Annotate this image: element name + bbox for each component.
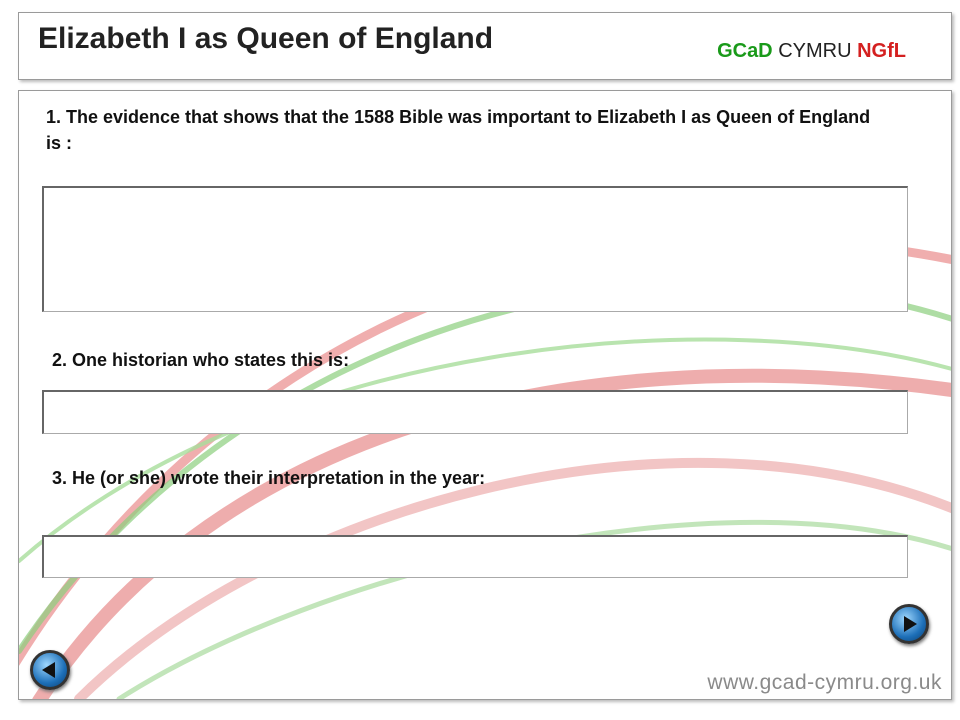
- swoosh: [74, 457, 951, 699]
- header-box: [18, 12, 952, 80]
- logo: GCaD CYMRU NGfL: [717, 40, 906, 63]
- question: 2. One historian who states this is:: [52, 350, 350, 370]
- answer-field[interactable]: [42, 186, 908, 312]
- question: 1. The evidence that shows that the 1588…: [46, 107, 871, 153]
- logo-ngfl: NGfL: [857, 40, 906, 62]
- next-icon: [904, 616, 917, 632]
- next-button[interactable]: [889, 604, 929, 644]
- answer-field[interactable]: [42, 535, 908, 578]
- footer-url: www.gcad-cymru.org.uk: [707, 671, 942, 694]
- back-icon: [42, 662, 55, 678]
- question: 3. He (or she) wrote their interpretatio…: [52, 468, 486, 488]
- back-button[interactable]: [30, 650, 70, 690]
- swoosh: [19, 337, 951, 563]
- logo-gcad: GCaD: [717, 40, 773, 62]
- slide-title: Elizabeth I as Queen of England: [38, 22, 494, 55]
- answer-field[interactable]: [42, 390, 908, 434]
- logo-cymru: CYMRU: [778, 40, 852, 62]
